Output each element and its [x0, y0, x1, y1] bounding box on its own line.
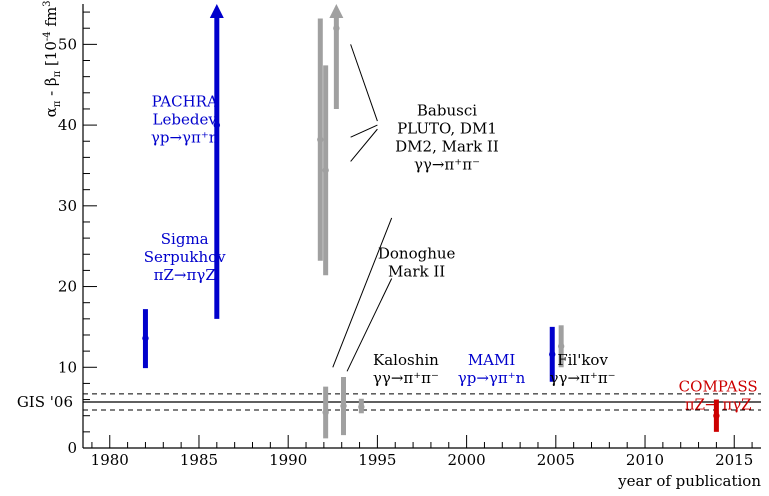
data-marker [549, 351, 556, 358]
data-marker [340, 402, 347, 410]
data-point [329, 4, 344, 109]
data-point [713, 399, 720, 432]
annotation-kaloshin: Kaloshin γγ→π⁺π⁻ [373, 351, 439, 387]
y-tick-label: 10 [58, 358, 77, 376]
gis-reference-label: GIS '06 [17, 393, 73, 411]
y-tick-label: 40 [58, 116, 77, 134]
data-marker [713, 412, 720, 419]
data-marker [317, 136, 324, 143]
data-point [549, 326, 556, 382]
y-tick-label: 20 [58, 278, 77, 296]
data-points [142, 4, 720, 439]
arrow-up-icon [329, 4, 344, 18]
arrow-up-icon [209, 4, 224, 18]
data-point [358, 398, 365, 414]
x-tick-label: 2015 [715, 451, 753, 469]
y-tick-label: 30 [58, 197, 77, 215]
data-marker [358, 403, 365, 411]
annotation-babusci: Babusci PLUTO, DM1 DM2, Mark II γγ→π⁺π⁻ [395, 101, 499, 173]
x-tick-label: 2000 [448, 451, 486, 469]
data-point [317, 18, 324, 261]
x-tick-label: 1985 [180, 451, 218, 469]
y-axis-title: απ - βπ [10-4 fm3] [42, 0, 63, 117]
data-marker [322, 167, 329, 174]
data-point [142, 309, 149, 369]
y-axis-ticks: 0 10 20 30 40 50 [58, 11, 97, 457]
data-marker [213, 121, 221, 129]
connector-line [332, 217, 393, 368]
x-tick-label: 2010 [626, 451, 664, 469]
data-marker [142, 335, 149, 342]
x-axis-ticks: 1980 1985 1990 1995 2000 2005 2010 2015 [91, 435, 753, 469]
annotation-compass: COMPASS πZ→ πγZ [679, 377, 758, 413]
y-tick-label: 50 [58, 35, 77, 53]
y-tick-label: 0 [67, 439, 77, 457]
x-tick-label: 1995 [358, 451, 396, 469]
experiment-annotations: PACHRA Lebedev γp→γπ⁺n Sigma Serpukhov πZ→πγZ… [144, 93, 758, 414]
annotation-sigma: Sigma Serpukhov πZ→πγZ [144, 230, 226, 284]
data-point [340, 376, 347, 436]
connector-line [346, 278, 393, 372]
annotation-pachra: PACHRA Lebedev γp→γπ⁺n [151, 93, 219, 147]
data-marker [322, 409, 329, 416]
data-point [322, 65, 329, 276]
x-tick-label: 2005 [537, 451, 575, 469]
data-marker [557, 343, 565, 350]
x-tick-label: 1990 [269, 451, 307, 469]
annotation-filkov: Fil'kov γγ→π⁺π⁻ [550, 351, 616, 387]
annotation-connector-lines [332, 44, 393, 372]
x-axis-title: year of publication [617, 472, 761, 490]
annotation-donoghue: Donoghue Mark II [378, 244, 456, 280]
connector-line [350, 124, 378, 138]
gis-reference-band [83, 393, 761, 411]
data-point [322, 386, 329, 439]
x-tick-label: 1980 [91, 451, 129, 469]
data-point [209, 4, 224, 319]
data-marker [333, 25, 340, 32]
data-point [557, 325, 565, 368]
annotation-mami: MAMI γp→γπ⁺n [458, 351, 526, 387]
plot-frame [82, 4, 761, 449]
connector-line [350, 44, 378, 122]
connector-line [350, 128, 378, 162]
